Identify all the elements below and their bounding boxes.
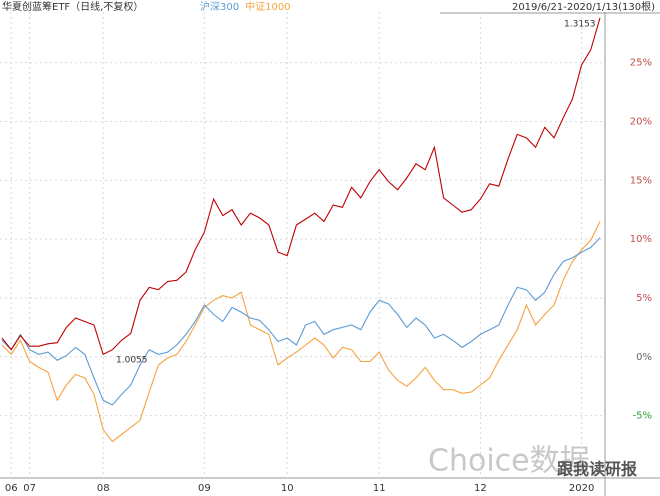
chart-title: 华夏创蓝筹ETF（日线,不复权）: [2, 0, 143, 13]
annotation: 1.0055: [116, 356, 148, 366]
annotation: 1.3153: [564, 20, 596, 30]
y-tick-label: 25%: [630, 58, 652, 69]
watermark: 跟我读研报: [557, 460, 637, 479]
legend-label: 中证1000: [245, 0, 290, 13]
x-tick-label: 07: [23, 483, 36, 494]
date-range: 2019/6/21-2020/1/13(130根): [512, 0, 655, 13]
y-tick-label: 0%: [636, 352, 652, 363]
series-line: [1, 237, 601, 406]
series-line: [1, 221, 601, 443]
x-tick-label: 11: [373, 483, 386, 494]
y-tick-label: -5%: [633, 411, 652, 422]
legend-label: 沪深300: [200, 0, 239, 13]
x-tick-label: 12: [474, 483, 487, 494]
y-tick-label: 5%: [636, 293, 652, 304]
y-tick-label: 15%: [630, 175, 652, 186]
x-tick-label: 2020: [569, 483, 594, 494]
y-tick-label: 20%: [630, 116, 652, 127]
watermark: Choice数据: [428, 444, 590, 479]
x-tick-label: 10: [281, 483, 294, 494]
series-line: [1, 17, 601, 356]
x-tick-label: 09: [198, 483, 211, 494]
x-tick-label: 08: [97, 483, 110, 494]
y-tick-label: 10%: [630, 234, 652, 245]
x-tick-label: 06: [5, 483, 18, 494]
